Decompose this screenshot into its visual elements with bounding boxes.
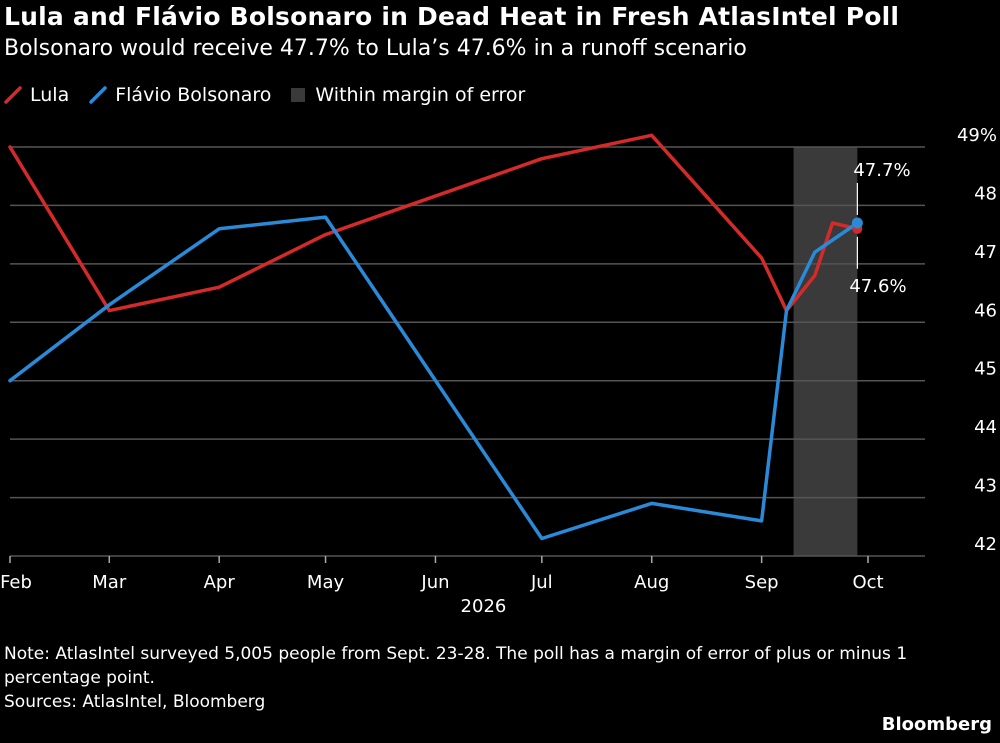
legend-label-margin: Within margin of error — [315, 84, 526, 106]
y-tick-label: 42 — [974, 534, 997, 555]
lula-line-swatch-icon — [4, 86, 22, 104]
margin-swatch-icon — [291, 88, 306, 102]
lula-series-line — [8, 133, 860, 313]
chart-subtitle: Bolsonaro would receive 47.7% to Lula’s … — [4, 36, 747, 61]
y-tick-label: 49% — [957, 125, 997, 146]
chart-title: Lula and Flávio Bolsonaro in Dead Heat i… — [4, 2, 900, 31]
x-tick-label: Oct — [852, 572, 883, 593]
line-chart: 42 43 44 45 46 47 48 49% Feb Mar Apr May Jun Jul Aug Se… — [0, 125, 997, 617]
x-tick-label: Aug — [634, 572, 669, 593]
legend-label-lula: Lula — [30, 84, 70, 106]
x-tick-label: Sep — [745, 572, 779, 593]
legend-item-bolsonaro: Flávio Bolsonaro — [89, 84, 271, 106]
bolsonaro-endpoint-dot — [851, 217, 863, 229]
annotation-lula-value: 47.6% — [849, 276, 906, 297]
bolsonaro-line-swatch-icon — [89, 86, 107, 104]
x-tick-label: Apr — [204, 572, 236, 593]
x-axis-year-label: 2026 — [461, 596, 507, 617]
legend-label-bolsonaro: Flávio Bolsonaro — [115, 84, 272, 106]
y-tick-label: 44 — [974, 417, 997, 438]
x-tick-label: Feb — [0, 572, 32, 593]
y-tick-label: 43 — [974, 476, 997, 497]
chart-sources: Sources: AtlasIntel, Bloomberg — [4, 692, 266, 712]
bolsonaro-series-line — [8, 215, 860, 541]
legend-item-margin: Within margin of error — [291, 84, 525, 106]
annotation-bolsonaro-value: 47.7% — [853, 160, 910, 181]
x-tick-label: May — [307, 572, 345, 593]
legend-item-lula: Lula — [4, 84, 69, 106]
y-tick-label: 47 — [974, 242, 997, 263]
chart-note: Note: AtlasIntel surveyed 5,005 people f… — [4, 644, 908, 688]
y-tick-label: 45 — [974, 359, 997, 380]
y-tick-label: 48 — [974, 183, 997, 204]
margin-of-error-band — [793, 147, 858, 556]
x-tick-label: Mar — [92, 572, 127, 593]
legend: Lula Flávio Bolsonaro Within margin of e… — [4, 82, 545, 108]
y-tick-label: 46 — [974, 300, 997, 321]
x-tick-label: Jun — [420, 572, 449, 593]
brand-logo: Bloomberg — [881, 714, 992, 735]
x-tick-label: Jul — [530, 572, 553, 593]
